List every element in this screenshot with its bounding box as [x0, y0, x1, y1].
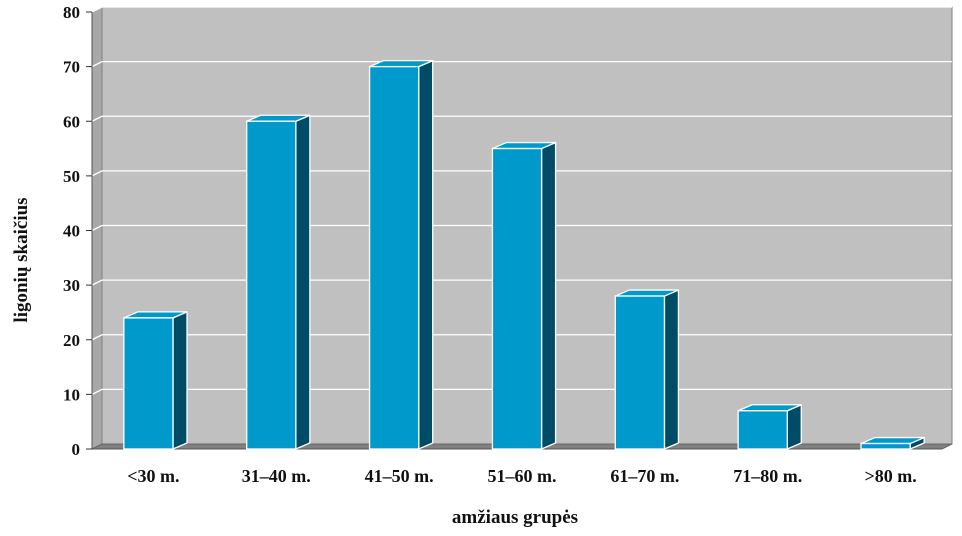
- x-tick-label: <30 m.: [127, 466, 179, 486]
- gridline: [91, 170, 952, 177]
- x-tick-label: 71–80 m.: [733, 466, 802, 486]
- bar-front: [737, 410, 788, 450]
- bar-front: [246, 120, 297, 450]
- bar-side: [295, 114, 311, 450]
- bar: [737, 404, 802, 450]
- x-tick-label: 41–50 m.: [365, 466, 434, 486]
- y-tick-label: 30: [63, 276, 80, 295]
- y-tick-label: 40: [63, 222, 80, 241]
- bar-side: [786, 404, 802, 450]
- y-tick-label: 0: [72, 440, 81, 459]
- x-axis-title: amžiaus grupės: [452, 507, 578, 528]
- gridline: [91, 279, 952, 286]
- y-axis-title: ligonių skaičius: [11, 197, 32, 322]
- x-tick-label: >80 m.: [864, 466, 916, 486]
- y-tick-label: 10: [63, 385, 80, 404]
- bar-front: [123, 317, 174, 450]
- bar-side: [418, 59, 434, 450]
- x-tick-label: 31–40 m.: [242, 466, 311, 486]
- bar: [491, 141, 557, 450]
- bar-side: [663, 289, 680, 450]
- gridline: [91, 115, 952, 122]
- bar-front: [614, 295, 666, 450]
- gridline: [91, 60, 952, 68]
- bar-front: [491, 147, 543, 450]
- y-tick-label: 80: [63, 3, 80, 22]
- bar: [860, 436, 925, 450]
- bar-front: [860, 442, 911, 450]
- y-axis-ticks: 0 10 20 30 40 50 60 70 80: [63, 3, 92, 459]
- x-axis-ticks: <30 m. 31–40 m. 41–50 m. 51–60 m. 61–70 m. 71…: [127, 466, 916, 486]
- bars: [123, 59, 925, 450]
- gridline: [91, 224, 952, 232]
- gridline: [91, 6, 952, 13]
- y-tick-label: 60: [63, 112, 80, 131]
- y-tick-label: 70: [63, 58, 80, 77]
- bar: [614, 289, 680, 450]
- bar: [246, 114, 311, 450]
- bar-side: [540, 141, 557, 450]
- y-tick-label: 50: [63, 167, 80, 186]
- bar: [368, 59, 434, 450]
- bar-front: [368, 65, 420, 450]
- x-tick-label: 61–70 m.: [610, 466, 679, 486]
- x-tick-label: 51–60 m.: [488, 466, 557, 486]
- bar-side: [172, 311, 188, 450]
- bar: [123, 311, 188, 450]
- y-tick-label: 20: [63, 331, 80, 350]
